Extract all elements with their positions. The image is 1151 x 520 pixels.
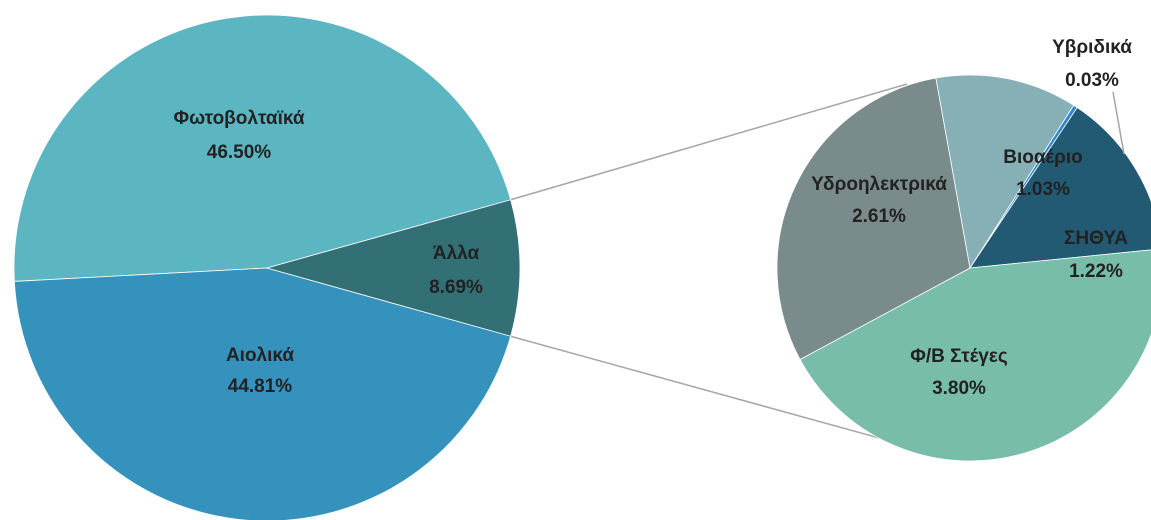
label-vioaerio-name: Βιοαέριο [1003, 147, 1083, 168]
label-aiolika-value: 44.81% [228, 376, 293, 397]
label-vrydika-name: Υβριδικά [1052, 37, 1132, 58]
label-fotovoltaika-name: Φωτοβολταϊκά [174, 108, 305, 129]
label-sithya-name: ΣΗΘΥΑ [1064, 228, 1128, 249]
label-fv-steges-value: 3.80% [932, 378, 986, 399]
label-vioaerio-value: 1.03% [1016, 179, 1070, 200]
label-sithya-value: 1.22% [1069, 261, 1123, 282]
label-fv-steges-name: Φ/Β Στέγες [910, 346, 1008, 367]
label-alla-value: 8.69% [429, 277, 483, 298]
label-ydroilektrika-value: 2.61% [852, 206, 906, 227]
label-fotovoltaika-value: 46.50% [207, 142, 272, 163]
label-aiolika-name: Αιολικά [226, 345, 294, 366]
label-ydroilektrika-name: Υδροηλεκτρικά [811, 174, 947, 195]
label-alla-name: Άλλα [433, 243, 480, 264]
main-pie [14, 15, 520, 520]
label-vrydika-value: 0.03% [1065, 70, 1119, 91]
